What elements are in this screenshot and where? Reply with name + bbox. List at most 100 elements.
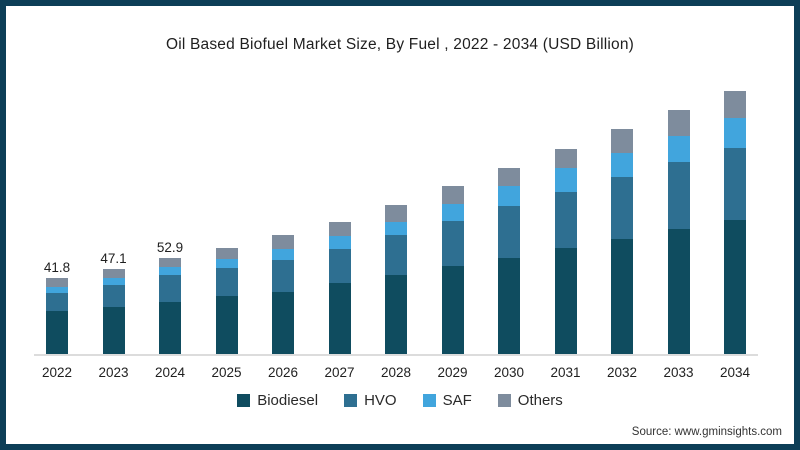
legend-item-saf: SAF xyxy=(422,392,472,409)
bar-column: 41.8 xyxy=(34,74,80,354)
bar-segment-others xyxy=(159,258,181,268)
x-axis-label: 2028 xyxy=(380,365,412,380)
bar-segment-others xyxy=(667,109,690,137)
bar-segment-others xyxy=(215,248,238,260)
stacked-bar xyxy=(441,185,464,354)
bar-segment-saf xyxy=(159,267,181,276)
bar-segment-others xyxy=(102,268,125,278)
bar-segment-saf xyxy=(667,136,690,163)
bar-segment-hvo xyxy=(385,235,407,275)
bar-column xyxy=(543,74,589,354)
source-note: Source: www.gminsights.com xyxy=(631,426,782,438)
bar-segment-others xyxy=(554,148,577,168)
bar-segment-others xyxy=(441,185,464,205)
legend-swatch-icon xyxy=(237,394,251,407)
bar-segment-saf xyxy=(46,286,68,293)
x-axis-label: 2023 xyxy=(98,365,129,380)
bar-segment-saf xyxy=(215,259,238,268)
x-axis-label: 2032 xyxy=(606,365,638,380)
bar-segment-hvo xyxy=(159,275,181,302)
x-axis-label: 2029 xyxy=(437,365,468,380)
stacked-bar xyxy=(724,91,746,354)
legend-label: Others xyxy=(517,392,563,409)
bar-column xyxy=(204,74,250,354)
x-axis-label: 2034 xyxy=(719,365,751,380)
stacked-bar xyxy=(385,205,407,354)
legend-label: HVO xyxy=(364,392,397,409)
bar-segment-hvo xyxy=(498,205,520,259)
stacked-bar xyxy=(46,278,68,354)
stacked-bar xyxy=(554,148,577,354)
bar-segment-biodiesel xyxy=(498,258,520,354)
x-axis-labels: 2022 2023 2024 2025 2026 2027 2028 2029 2030 2031… xyxy=(34,365,758,380)
bar-column xyxy=(599,74,645,354)
bar-segment-hvo xyxy=(215,267,238,297)
bar-segment-saf xyxy=(441,204,464,221)
bar-segment-biodiesel xyxy=(385,274,407,354)
bar-segment-hvo xyxy=(554,192,577,249)
bar-segment-biodiesel xyxy=(328,283,351,354)
bar-segment-hvo xyxy=(272,259,294,293)
stacked-bar xyxy=(328,222,351,354)
bar-segment-biodiesel xyxy=(724,220,746,354)
bar-segment-others xyxy=(498,167,520,187)
bar-segment-saf xyxy=(611,153,633,177)
bar-segment-biodiesel xyxy=(272,292,294,354)
bar-column xyxy=(317,74,363,354)
stacked-bar xyxy=(272,235,294,354)
x-axis-label: 2033 xyxy=(663,365,694,380)
stacked-bar xyxy=(102,268,125,354)
legend-swatch-icon xyxy=(497,394,511,407)
bar-column xyxy=(486,74,532,354)
bar-segment-saf xyxy=(102,277,125,285)
legend-swatch-icon xyxy=(422,394,436,407)
bar-segment-others xyxy=(46,278,68,287)
legend-item-biodiesel: Biodiesel xyxy=(237,392,318,409)
bar-segment-biodiesel xyxy=(441,265,464,354)
bar-segment-saf xyxy=(498,186,520,206)
bar-segment-hvo xyxy=(102,284,125,308)
bar-column: 47.1 xyxy=(91,74,137,354)
bar-value-label: 52.9 xyxy=(156,240,184,256)
legend-item-hvo: HVO xyxy=(344,392,397,409)
bar-segment-biodiesel xyxy=(611,238,633,354)
bar-value-label: 47.1 xyxy=(100,250,127,266)
bar-column xyxy=(373,74,419,354)
legend-swatch-icon xyxy=(344,394,358,407)
legend-label: SAF xyxy=(442,392,472,409)
bar-segment-biodiesel xyxy=(159,301,181,354)
bar-segment-hvo xyxy=(724,147,746,221)
stacked-bar xyxy=(215,248,238,354)
bar-column xyxy=(430,74,476,354)
x-axis-label: 2024 xyxy=(154,365,186,380)
chart-title: Oil Based Biofuel Market Size, By Fuel ,… xyxy=(165,36,635,53)
bar-segment-others xyxy=(611,128,633,154)
x-axis-label: 2031 xyxy=(550,365,581,380)
legend-label: Biodiesel xyxy=(257,392,319,409)
legend: Biodiesel HVO SAF Others xyxy=(6,392,794,409)
bar-segment-hvo xyxy=(328,249,351,284)
bar-segment-biodiesel xyxy=(554,248,577,354)
bar-column xyxy=(712,74,758,354)
bar-segment-others xyxy=(385,205,407,222)
bar-segment-saf xyxy=(385,221,407,236)
bar-column xyxy=(656,74,702,354)
bars-container: 41.8 47.1 52.9 xyxy=(34,74,758,356)
stacked-bar xyxy=(159,258,181,354)
x-axis-label: 2022 xyxy=(41,365,73,380)
bar-segment-saf xyxy=(724,118,746,148)
bar-segment-saf xyxy=(328,235,351,250)
stacked-bar xyxy=(667,109,690,354)
bar-value-label: 41.8 xyxy=(43,260,71,276)
bar-segment-others xyxy=(328,222,351,236)
bar-segment-others xyxy=(272,235,294,250)
bar-segment-saf xyxy=(554,167,577,193)
x-axis-label: 2030 xyxy=(493,365,525,380)
bar-segment-saf xyxy=(272,249,294,260)
bar-segment-hvo xyxy=(667,162,690,230)
x-axis-label: 2027 xyxy=(324,365,355,380)
stacked-bar xyxy=(611,128,633,354)
bar-segment-hvo xyxy=(46,292,68,311)
bar-segment-others xyxy=(724,91,746,119)
